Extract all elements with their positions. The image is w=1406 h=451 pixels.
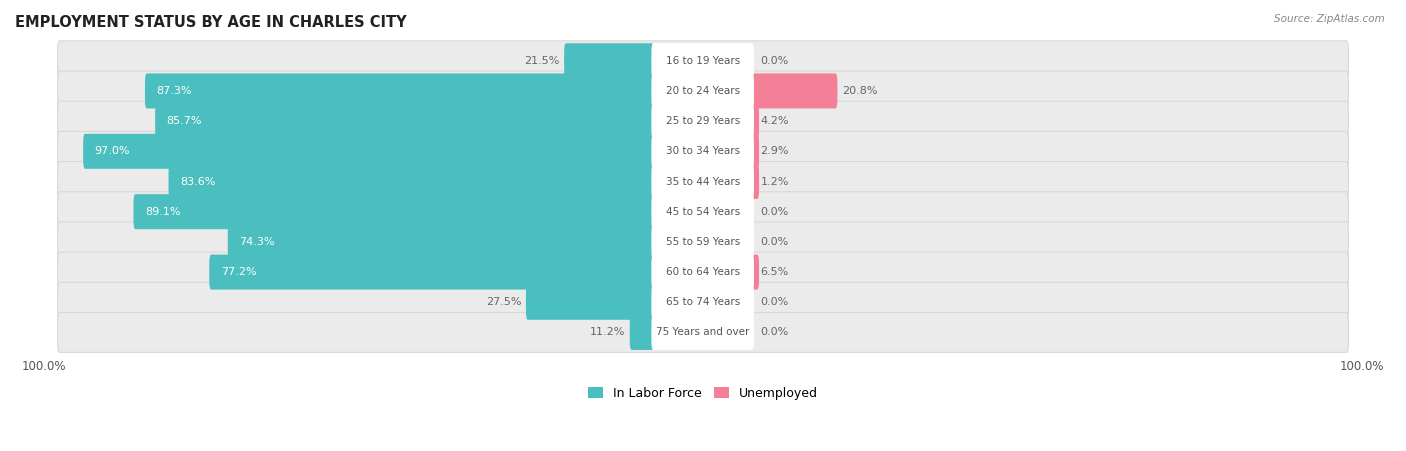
Text: 25 to 29 Years: 25 to 29 Years	[666, 116, 740, 126]
Text: 85.7%: 85.7%	[167, 116, 202, 126]
FancyBboxPatch shape	[651, 43, 754, 78]
FancyBboxPatch shape	[752, 104, 759, 138]
FancyBboxPatch shape	[58, 252, 1348, 292]
Text: 20 to 24 Years: 20 to 24 Years	[666, 86, 740, 96]
Text: 0.0%: 0.0%	[761, 237, 789, 247]
Text: 97.0%: 97.0%	[94, 146, 131, 156]
FancyBboxPatch shape	[58, 161, 1348, 202]
FancyBboxPatch shape	[651, 134, 754, 169]
FancyBboxPatch shape	[651, 285, 754, 320]
Text: 87.3%: 87.3%	[156, 86, 193, 96]
FancyBboxPatch shape	[752, 254, 759, 290]
Text: 4.2%: 4.2%	[761, 116, 789, 126]
FancyBboxPatch shape	[58, 313, 1348, 352]
FancyBboxPatch shape	[651, 74, 754, 108]
Text: 55 to 59 Years: 55 to 59 Years	[666, 237, 740, 247]
FancyBboxPatch shape	[58, 192, 1348, 232]
Text: EMPLOYMENT STATUS BY AGE IN CHARLES CITY: EMPLOYMENT STATUS BY AGE IN CHARLES CITY	[15, 15, 406, 30]
Text: 0.0%: 0.0%	[761, 56, 789, 66]
FancyBboxPatch shape	[564, 43, 654, 78]
FancyBboxPatch shape	[752, 164, 759, 199]
Text: 2.9%: 2.9%	[761, 146, 789, 156]
Legend: In Labor Force, Unemployed: In Labor Force, Unemployed	[583, 382, 823, 405]
FancyBboxPatch shape	[651, 225, 754, 259]
FancyBboxPatch shape	[752, 134, 759, 169]
FancyBboxPatch shape	[651, 315, 754, 350]
FancyBboxPatch shape	[145, 74, 654, 108]
Text: 83.6%: 83.6%	[180, 176, 215, 187]
FancyBboxPatch shape	[752, 74, 838, 108]
FancyBboxPatch shape	[58, 282, 1348, 322]
FancyBboxPatch shape	[209, 254, 654, 290]
Text: 65 to 74 Years: 65 to 74 Years	[666, 297, 740, 307]
Text: 11.2%: 11.2%	[591, 327, 626, 337]
Text: 74.3%: 74.3%	[239, 237, 274, 247]
Text: 0.0%: 0.0%	[761, 207, 789, 216]
FancyBboxPatch shape	[651, 194, 754, 229]
FancyBboxPatch shape	[651, 254, 754, 290]
Text: 100.0%: 100.0%	[21, 359, 66, 373]
Text: 0.0%: 0.0%	[761, 297, 789, 307]
FancyBboxPatch shape	[134, 194, 654, 229]
Text: 1.2%: 1.2%	[761, 176, 789, 187]
Text: 0.0%: 0.0%	[761, 327, 789, 337]
Text: 45 to 54 Years: 45 to 54 Years	[666, 207, 740, 216]
Text: 60 to 64 Years: 60 to 64 Years	[666, 267, 740, 277]
Text: 77.2%: 77.2%	[221, 267, 256, 277]
FancyBboxPatch shape	[228, 225, 654, 259]
Text: 20.8%: 20.8%	[842, 86, 877, 96]
Text: 35 to 44 Years: 35 to 44 Years	[666, 176, 740, 187]
Text: 100.0%: 100.0%	[1340, 359, 1385, 373]
Text: 6.5%: 6.5%	[761, 267, 789, 277]
Text: Source: ZipAtlas.com: Source: ZipAtlas.com	[1274, 14, 1385, 23]
FancyBboxPatch shape	[58, 71, 1348, 111]
FancyBboxPatch shape	[651, 164, 754, 199]
FancyBboxPatch shape	[83, 134, 654, 169]
FancyBboxPatch shape	[58, 101, 1348, 141]
Text: 27.5%: 27.5%	[486, 297, 522, 307]
FancyBboxPatch shape	[526, 285, 654, 320]
FancyBboxPatch shape	[155, 104, 654, 138]
Text: 30 to 34 Years: 30 to 34 Years	[666, 146, 740, 156]
Text: 89.1%: 89.1%	[145, 207, 180, 216]
FancyBboxPatch shape	[58, 131, 1348, 171]
Text: 75 Years and over: 75 Years and over	[657, 327, 749, 337]
Text: 21.5%: 21.5%	[524, 56, 560, 66]
FancyBboxPatch shape	[58, 41, 1348, 81]
FancyBboxPatch shape	[58, 222, 1348, 262]
FancyBboxPatch shape	[630, 315, 654, 350]
FancyBboxPatch shape	[169, 164, 654, 199]
Text: 16 to 19 Years: 16 to 19 Years	[666, 56, 740, 66]
FancyBboxPatch shape	[651, 104, 754, 138]
